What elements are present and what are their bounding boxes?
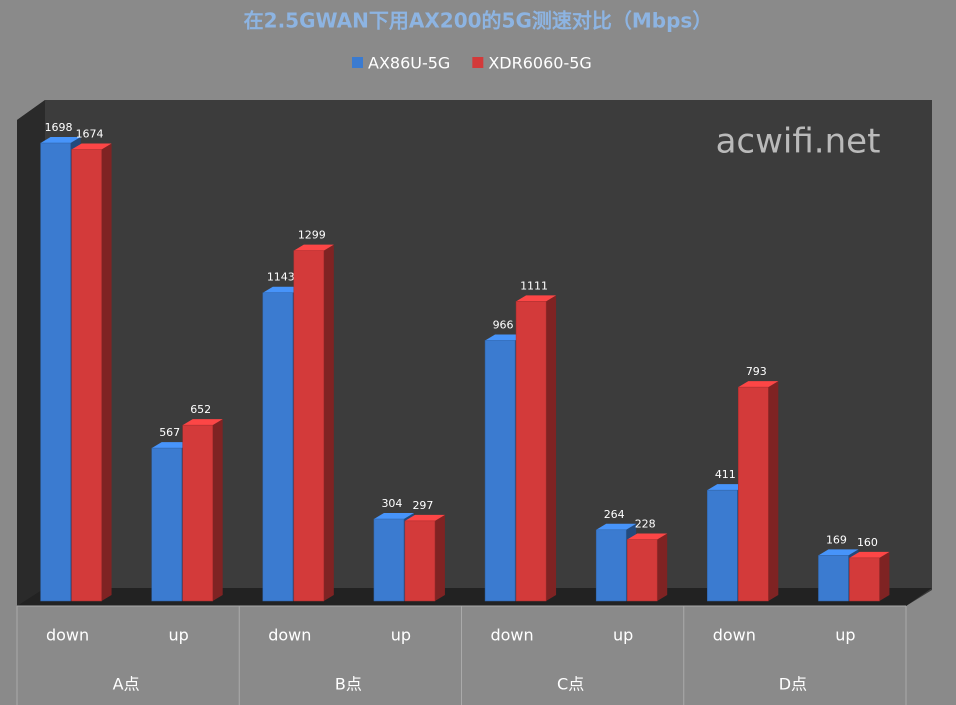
bar bbox=[626, 539, 658, 602]
bar-top bbox=[485, 334, 526, 341]
bar-top bbox=[516, 295, 557, 302]
bar-top bbox=[151, 442, 192, 449]
bar-side bbox=[879, 551, 890, 601]
bar-top bbox=[707, 484, 748, 491]
group-label: B点 bbox=[335, 675, 362, 694]
back-wall bbox=[17, 100, 932, 606]
group-label: D点 bbox=[779, 675, 807, 694]
bar bbox=[293, 250, 325, 602]
bar-side bbox=[546, 295, 557, 601]
bar-side bbox=[657, 533, 668, 601]
bar-side bbox=[768, 381, 779, 601]
bar-side bbox=[323, 244, 334, 602]
value-label: 228 bbox=[635, 518, 656, 531]
value-label: 264 bbox=[604, 508, 625, 521]
bar-side bbox=[212, 419, 223, 601]
side-wall bbox=[17, 100, 45, 606]
value-label: 1674 bbox=[76, 127, 104, 140]
value-label: 297 bbox=[412, 499, 433, 512]
x-tick-label: down bbox=[46, 626, 89, 645]
bar bbox=[738, 386, 769, 602]
x-tick-label: up bbox=[835, 626, 855, 645]
value-label: 1111 bbox=[520, 279, 548, 292]
bar-top bbox=[373, 513, 414, 520]
bar-side bbox=[101, 143, 112, 601]
bar bbox=[707, 489, 738, 602]
bar-top bbox=[262, 286, 303, 293]
bar bbox=[515, 301, 547, 602]
group-label: A点 bbox=[113, 675, 140, 694]
bar-top bbox=[849, 551, 890, 558]
bar bbox=[71, 149, 102, 602]
value-label: 169 bbox=[826, 533, 847, 546]
value-label: 793 bbox=[746, 365, 767, 378]
bar bbox=[40, 142, 71, 602]
bar-top bbox=[404, 514, 445, 521]
bar bbox=[373, 518, 405, 602]
legend-label: AX86U-5G bbox=[368, 54, 450, 73]
x-tick-label: down bbox=[713, 626, 756, 645]
legend-swatch bbox=[352, 57, 363, 68]
value-label: 1299 bbox=[298, 229, 326, 242]
value-label: 966 bbox=[493, 318, 514, 331]
bar bbox=[404, 520, 436, 602]
bar bbox=[818, 555, 849, 602]
value-label: 411 bbox=[715, 468, 736, 481]
x-tick-label: down bbox=[268, 626, 311, 645]
bar-top bbox=[40, 137, 81, 143]
bar-top bbox=[71, 143, 112, 150]
group-label: C点 bbox=[557, 675, 584, 694]
x-tick-label: up bbox=[169, 626, 189, 645]
bar-top bbox=[627, 533, 668, 540]
bar-top bbox=[738, 381, 779, 388]
bar bbox=[849, 557, 880, 602]
value-label: 652 bbox=[190, 403, 211, 416]
bar-top bbox=[293, 244, 334, 251]
bar bbox=[484, 340, 516, 602]
floor bbox=[17, 588, 932, 606]
value-label: 567 bbox=[159, 426, 180, 439]
chart-title: 在2.5GWAN下用AX200的5G测速对比（Mbps） bbox=[244, 9, 713, 33]
bar bbox=[182, 424, 213, 602]
bar-side bbox=[434, 514, 445, 601]
x-tick-label: down bbox=[490, 626, 533, 645]
bar bbox=[151, 447, 182, 602]
value-label: 1698 bbox=[45, 121, 73, 134]
bar bbox=[595, 529, 627, 602]
bar bbox=[262, 292, 294, 602]
value-label: 1143 bbox=[267, 271, 295, 284]
watermark: acwifi.net bbox=[716, 122, 881, 162]
x-tick-label: up bbox=[613, 626, 633, 645]
bar-top bbox=[596, 523, 637, 530]
x-tick-label: up bbox=[391, 626, 411, 645]
bar-top bbox=[182, 419, 223, 426]
value-label: 160 bbox=[857, 536, 878, 549]
legend-swatch bbox=[472, 57, 484, 68]
legend-label: XDR6060-5G bbox=[488, 54, 591, 73]
bar-top bbox=[818, 549, 859, 556]
value-label: 304 bbox=[381, 497, 402, 510]
